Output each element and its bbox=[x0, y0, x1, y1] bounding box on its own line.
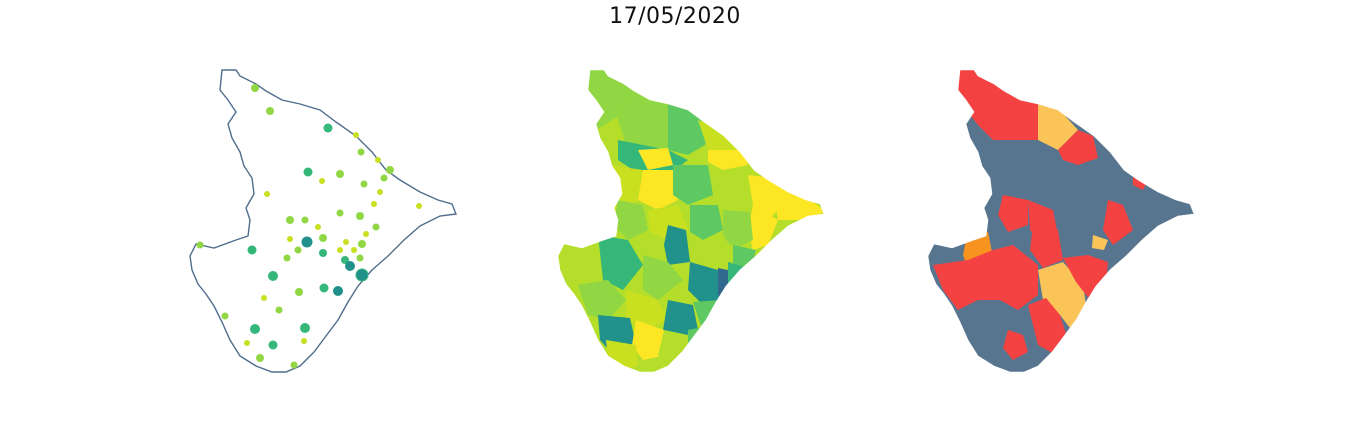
point-marker bbox=[357, 148, 365, 156]
municipality bbox=[626, 290, 668, 330]
point-marker bbox=[247, 245, 257, 255]
point-marker bbox=[301, 236, 313, 248]
point-marker bbox=[416, 203, 422, 209]
point-marker bbox=[351, 247, 357, 253]
point-marker bbox=[377, 189, 383, 195]
point-marker bbox=[196, 241, 204, 249]
point-marker bbox=[363, 231, 369, 237]
figure-title: 17/05/2020 bbox=[609, 4, 741, 29]
point-marker bbox=[294, 246, 302, 254]
point-marker bbox=[319, 283, 329, 293]
point-marker bbox=[356, 212, 364, 220]
point-marker bbox=[301, 216, 309, 224]
point-marker bbox=[315, 224, 321, 230]
point-marker bbox=[319, 178, 325, 184]
municipality bbox=[578, 280, 626, 320]
municipality bbox=[632, 320, 666, 360]
municipality bbox=[664, 225, 690, 265]
point-marker bbox=[336, 209, 344, 217]
point-marker bbox=[295, 288, 303, 296]
point-marker bbox=[356, 254, 364, 262]
panel-points-map bbox=[189, 69, 457, 373]
point-marker bbox=[244, 340, 250, 346]
point-marker bbox=[266, 107, 274, 115]
point-marker bbox=[353, 132, 359, 138]
point-marker bbox=[303, 167, 313, 177]
point-marker bbox=[355, 268, 369, 282]
municipality bbox=[1103, 200, 1133, 245]
point-marker bbox=[264, 191, 270, 197]
municipality bbox=[668, 100, 713, 155]
point-marker bbox=[372, 223, 380, 231]
point-marker bbox=[360, 180, 368, 188]
point-marker bbox=[300, 323, 310, 333]
municipality bbox=[708, 150, 748, 170]
point-marker bbox=[301, 338, 307, 344]
municipality bbox=[643, 255, 683, 300]
point-marker bbox=[319, 234, 327, 242]
municipality bbox=[638, 170, 678, 210]
region-fill bbox=[928, 70, 1194, 372]
point-marker bbox=[283, 254, 291, 262]
point-marker bbox=[221, 312, 229, 320]
point-marker bbox=[286, 216, 294, 224]
point-marker bbox=[380, 174, 388, 182]
municipality bbox=[748, 205, 778, 250]
point-marker bbox=[250, 324, 260, 334]
point-marker bbox=[290, 361, 298, 369]
municipality bbox=[933, 245, 1038, 310]
municipality bbox=[1028, 298, 1068, 355]
municipality bbox=[1038, 100, 1078, 150]
municipality bbox=[713, 170, 748, 210]
municipality bbox=[1092, 235, 1108, 250]
municipality bbox=[723, 210, 753, 250]
point-marker bbox=[333, 286, 343, 296]
municipality bbox=[1030, 225, 1063, 268]
point-marker bbox=[336, 170, 344, 178]
point-marker bbox=[358, 240, 366, 248]
point-marker bbox=[323, 123, 333, 133]
municipality bbox=[1058, 130, 1098, 165]
point-marker bbox=[268, 271, 278, 281]
municipality bbox=[1003, 330, 1028, 360]
point-marker bbox=[337, 247, 343, 253]
point-marker bbox=[275, 306, 283, 314]
municipality bbox=[773, 185, 824, 220]
point-marker bbox=[343, 239, 349, 245]
point-marker bbox=[268, 340, 278, 350]
municipality bbox=[728, 262, 748, 302]
point-marker bbox=[287, 236, 293, 242]
point-marker bbox=[251, 84, 259, 92]
panel-continuous-choropleth bbox=[557, 69, 825, 373]
state-outline bbox=[189, 69, 457, 373]
point-marker bbox=[375, 157, 381, 163]
point-marker bbox=[319, 249, 327, 257]
municipality bbox=[598, 235, 643, 290]
panel-categorical-choropleth bbox=[927, 69, 1195, 373]
point-marker bbox=[345, 261, 355, 271]
point-marker bbox=[386, 166, 394, 174]
municipality bbox=[558, 240, 608, 290]
municipality bbox=[638, 148, 673, 170]
municipality bbox=[690, 205, 723, 240]
municipality bbox=[613, 200, 648, 240]
point-marker bbox=[371, 201, 377, 207]
point-markers bbox=[196, 84, 422, 369]
municipality bbox=[998, 195, 1028, 232]
point-marker bbox=[256, 354, 264, 362]
municipality bbox=[688, 325, 713, 360]
point-marker bbox=[261, 295, 267, 301]
municipality bbox=[673, 165, 713, 205]
